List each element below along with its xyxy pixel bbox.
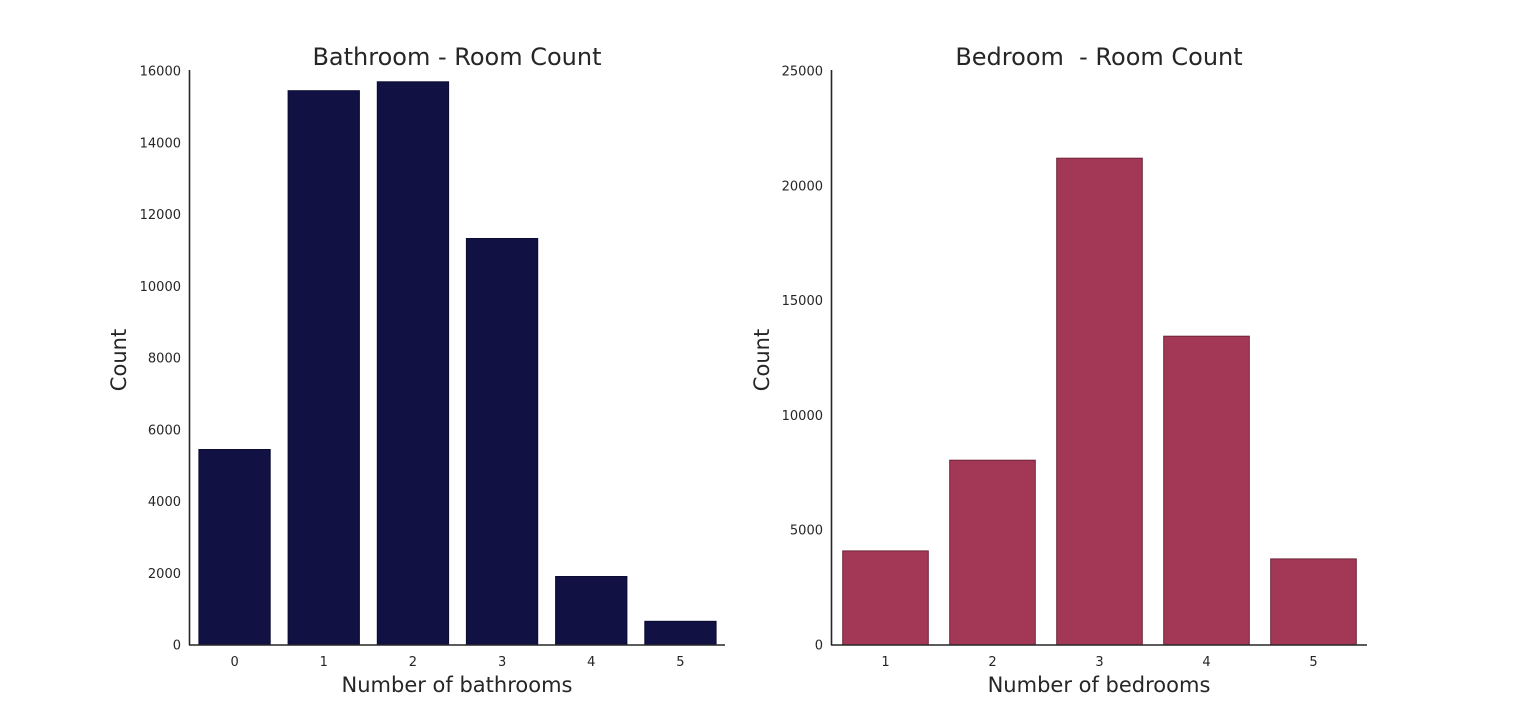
bathroom-bar-2 [376, 81, 450, 646]
bedroom-x-ticks: 1 2 3 4 5 [881, 655, 1317, 670]
bathroom-x-tick-label: 5 [676, 655, 684, 670]
bedroom-bar-3 [1056, 157, 1143, 646]
bedroom-y-tick-label: 25000 [782, 65, 823, 80]
bathroom-bar-5 [644, 620, 717, 646]
bedroom-y-tick-label: 0 [815, 639, 823, 654]
bedroom-x-tick-label: 1 [881, 655, 889, 670]
bathroom-y-tick-label: 16000 [140, 65, 181, 80]
bedroom-x-tick-label: 2 [988, 655, 996, 670]
bathroom-bar-3 [465, 238, 539, 646]
bedroom-y-tick-label: 15000 [782, 294, 823, 309]
bedroom-y-tick-label: 10000 [782, 409, 823, 424]
bathroom-y-tick-label: 10000 [140, 280, 181, 295]
bedroom-x-tick-label: 3 [1095, 655, 1103, 670]
bedroom-chart-title: Bedroom - Room Count [955, 43, 1242, 71]
bathroom-x-tick-label: 0 [230, 655, 238, 670]
bathroom-y-tick-label: 6000 [148, 423, 181, 438]
bathroom-y-axis-label: Count [107, 329, 131, 391]
bedroom-bar-2 [949, 459, 1036, 646]
bathroom-x-tick-label: 1 [320, 655, 328, 670]
bedroom-x-tick-label: 4 [1202, 655, 1210, 670]
bathroom-x-tick-label: 2 [409, 655, 417, 670]
bedroom-x-axis-label: Number of bedrooms [988, 673, 1211, 697]
bathroom-x-axis-label: Number of bathrooms [342, 673, 573, 697]
bathroom-y-tick-label: 2000 [148, 567, 181, 582]
bathroom-x-tick-label: 3 [498, 655, 506, 670]
bathroom-y-tick-label: 4000 [148, 495, 181, 510]
bathroom-bar-1 [287, 90, 360, 646]
bathroom-bar-4 [555, 576, 628, 646]
bedroom-y-tick-label: 20000 [782, 179, 823, 194]
bedroom-y-tick-label: 5000 [790, 524, 823, 539]
bathroom-x-ticks: 0 1 2 3 4 5 [230, 655, 684, 670]
bathroom-chart: Bathroom - Room Count Count Number of ba… [107, 43, 725, 697]
bathroom-y-ticks: 0 2000 4000 6000 8000 10000 12000 14000 16000 [140, 65, 181, 654]
bathroom-y-tick-label: 12000 [140, 208, 181, 223]
bedroom-bar-5 [1270, 558, 1357, 646]
bathroom-bar-0 [198, 449, 271, 646]
bedroom-bars [842, 157, 1357, 646]
bathroom-y-tick-label: 0 [173, 639, 181, 654]
bathroom-y-tick-label: 14000 [140, 136, 181, 151]
bedroom-bar-1 [842, 550, 929, 646]
bedroom-bar-4 [1163, 335, 1250, 646]
bedroom-chart: Bedroom - Room Count Count Number of bed… [750, 43, 1367, 697]
bathroom-y-tick-label: 8000 [148, 352, 181, 367]
bedroom-x-tick-label: 5 [1309, 655, 1317, 670]
bathroom-chart-title: Bathroom - Room Count [312, 43, 601, 71]
bedroom-y-axis-label: Count [750, 329, 774, 391]
bathroom-x-tick-label: 4 [587, 655, 595, 670]
bathroom-bars [198, 81, 717, 646]
bedroom-y-ticks: 0 5000 10000 15000 20000 25000 [782, 65, 823, 654]
